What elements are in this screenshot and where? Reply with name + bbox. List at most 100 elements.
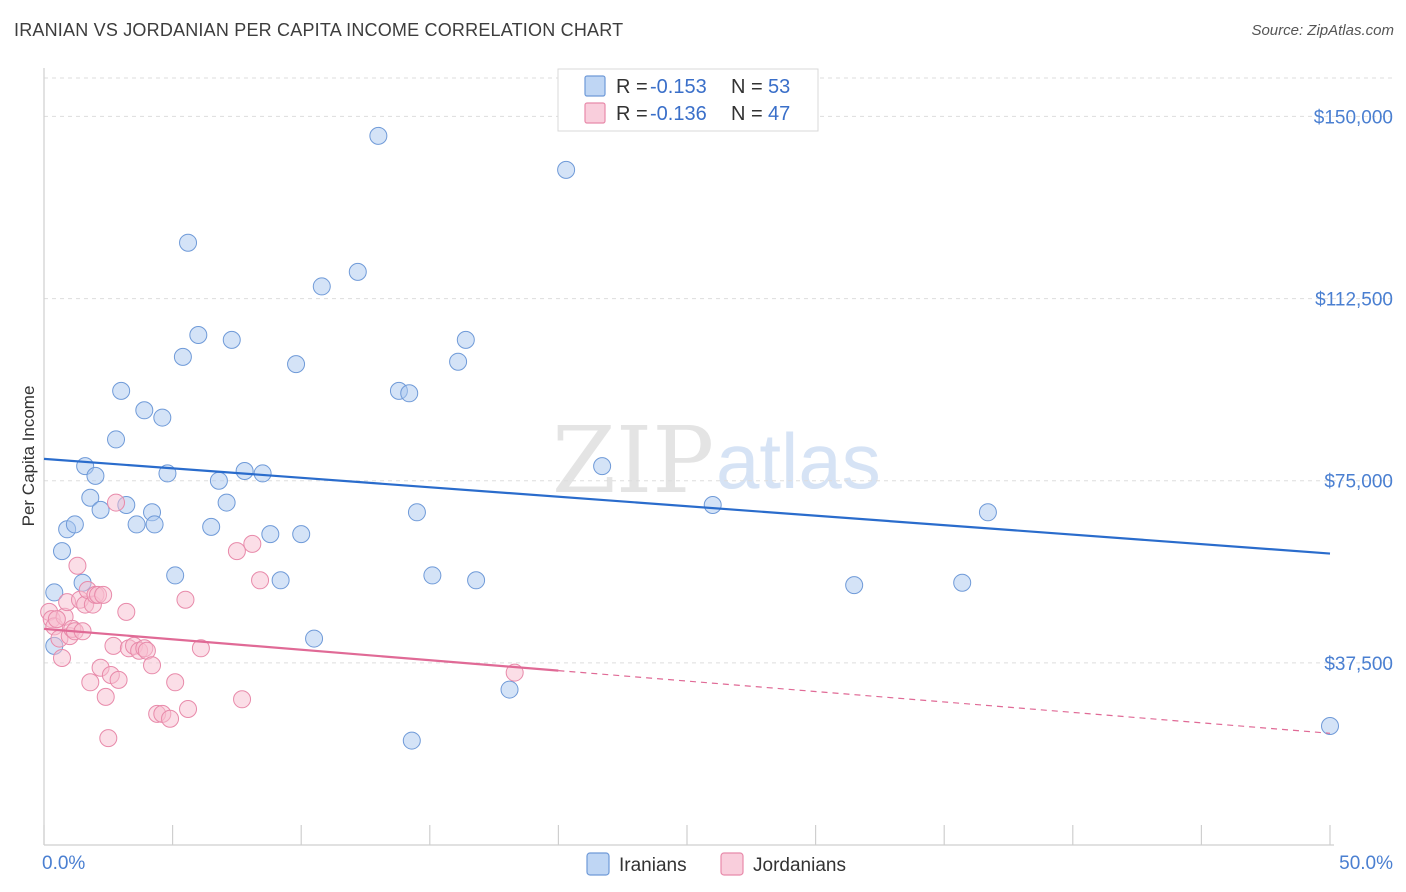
iranians-point-34	[312, 277, 331, 296]
iranians-point-17	[153, 408, 172, 427]
jordanians-point-42	[243, 534, 262, 553]
iranians-point-36	[369, 126, 388, 145]
legend-swatch-jordanians	[584, 102, 606, 124]
iranians-point-19	[166, 566, 185, 585]
iranians-point-33	[305, 629, 324, 648]
iranians-point-11	[112, 381, 131, 400]
y-tick-label-1: $75,000	[1324, 472, 1393, 493]
iranians-point-16	[145, 515, 164, 534]
iranians-point-31	[287, 355, 306, 374]
y-axis-label: Per Capita Income	[19, 386, 38, 527]
iranians-point-1	[45, 583, 64, 602]
legend-n-label-iranians: N =	[731, 76, 763, 98]
iranians-point-29	[261, 525, 280, 544]
jordanians-point-38	[179, 700, 198, 718]
jordanians-point-19	[94, 585, 113, 604]
axes	[43, 68, 1334, 846]
iranians-point-4	[65, 515, 84, 534]
iranians-point-22	[189, 326, 208, 344]
x-tick-label-1: 50.0%	[1339, 853, 1393, 874]
jordanians-point-37	[176, 590, 195, 609]
bottom-legend-label-jordanians: Jordanians	[753, 855, 846, 876]
jordanians-point-40	[227, 542, 246, 561]
bottom-legend-swatch-jordanians	[720, 852, 744, 876]
iranians-point-52	[1321, 717, 1339, 735]
legend-r-label-jordanians: R =	[616, 103, 648, 125]
iranians-point-41	[423, 566, 442, 585]
x-tick-label-0: 0.0%	[42, 853, 85, 874]
jordanians-point-36	[166, 673, 185, 692]
jordanians-point-32	[143, 656, 162, 675]
iranians-point-21	[179, 233, 198, 252]
jordanians-point-23	[104, 636, 123, 655]
jordanians-trend-solid	[43, 627, 559, 672]
bottom-legend-label-iranians: Iranians	[619, 855, 687, 876]
iranians-point-48	[703, 496, 722, 514]
iranians-point-51	[978, 503, 997, 522]
iranians-point-49	[845, 576, 864, 595]
iranians-point-43	[456, 330, 475, 349]
series-iranians	[45, 126, 1339, 750]
watermark-atlas: atlas	[716, 417, 881, 505]
bottom-legend-swatch-iranians	[586, 852, 610, 876]
iranians-point-35	[348, 262, 367, 281]
trend-lines	[43, 457, 1331, 734]
jordanians-point-20	[96, 687, 115, 706]
jordanians-trend-dashed	[558, 670, 1331, 734]
iranians-point-32	[292, 525, 311, 544]
y-tick-labels: $37,500 $75,000 $112,500 $150,000	[1314, 107, 1393, 674]
y-tick-label-2: $112,500	[1315, 290, 1393, 311]
jordanians-point-45	[47, 610, 66, 629]
iranians-point-7	[81, 488, 100, 507]
series-jordanians	[40, 493, 524, 748]
jordanians-point-10	[68, 556, 87, 575]
chart-title: IRANIAN VS JORDANIAN PER CAPITA INCOME C…	[14, 20, 624, 40]
iranians-point-2	[53, 542, 72, 561]
iranians-point-23	[202, 517, 221, 536]
iranians-point-20	[173, 347, 192, 366]
iranians-point-10	[107, 430, 126, 449]
iranians-point-46	[557, 160, 576, 179]
legend-box: R = -0.153 N = 53 R = -0.136 N = 47	[557, 68, 819, 132]
legend-r-value-iranians: -0.153	[650, 76, 707, 98]
iranians-point-27	[235, 462, 254, 480]
chart-source: Source: ZipAtlas.com	[1251, 22, 1394, 39]
iranians-point-8	[86, 466, 105, 485]
legend-swatch-iranians	[584, 75, 606, 97]
iranians-point-30	[271, 571, 290, 590]
iranians-point-44	[467, 571, 486, 590]
jordanians-point-21	[99, 729, 118, 748]
jordanians-point-39	[191, 639, 210, 658]
grid	[44, 77, 1395, 664]
iranians-point-45	[500, 680, 519, 699]
watermark: ZIP atlas	[552, 407, 881, 514]
legend-r-value-jordanians: -0.136	[650, 103, 707, 125]
legend-n-value-jordanians: 47	[768, 103, 790, 125]
iranians-point-50	[953, 573, 972, 592]
iranians-point-24	[209, 471, 228, 490]
jordanians-point-14	[81, 673, 100, 692]
legend-r-label-iranians: R =	[616, 76, 648, 98]
legend-n-value-iranians: 53	[768, 76, 790, 98]
iranians-point-9	[91, 500, 110, 519]
iranians-point-39	[402, 731, 421, 750]
jordanians-point-26	[117, 602, 136, 621]
y-tick-label-0: $37,500	[1324, 654, 1393, 675]
legend-n-label-jordanians: N =	[731, 103, 763, 125]
iranians-point-42	[449, 352, 468, 371]
iranians-trend-solid	[43, 457, 1331, 555]
x-tick-labels: 0.0% 50.0%	[42, 853, 1393, 874]
iranians-point-13	[127, 515, 146, 534]
watermark-zip: ZIP	[552, 407, 714, 514]
jordanians-point-43	[251, 571, 270, 590]
jordanians-point-41	[233, 690, 252, 709]
jordanians-point-35	[161, 709, 180, 728]
iranians-point-47	[593, 457, 612, 476]
jordanians-point-4	[53, 649, 72, 667]
y-tick-label-3: $150,000	[1314, 107, 1393, 128]
jordanians-point-25	[109, 670, 128, 689]
iranians-point-38	[400, 384, 419, 403]
iranians-point-14	[135, 401, 154, 420]
iranians-point-40	[407, 503, 426, 522]
